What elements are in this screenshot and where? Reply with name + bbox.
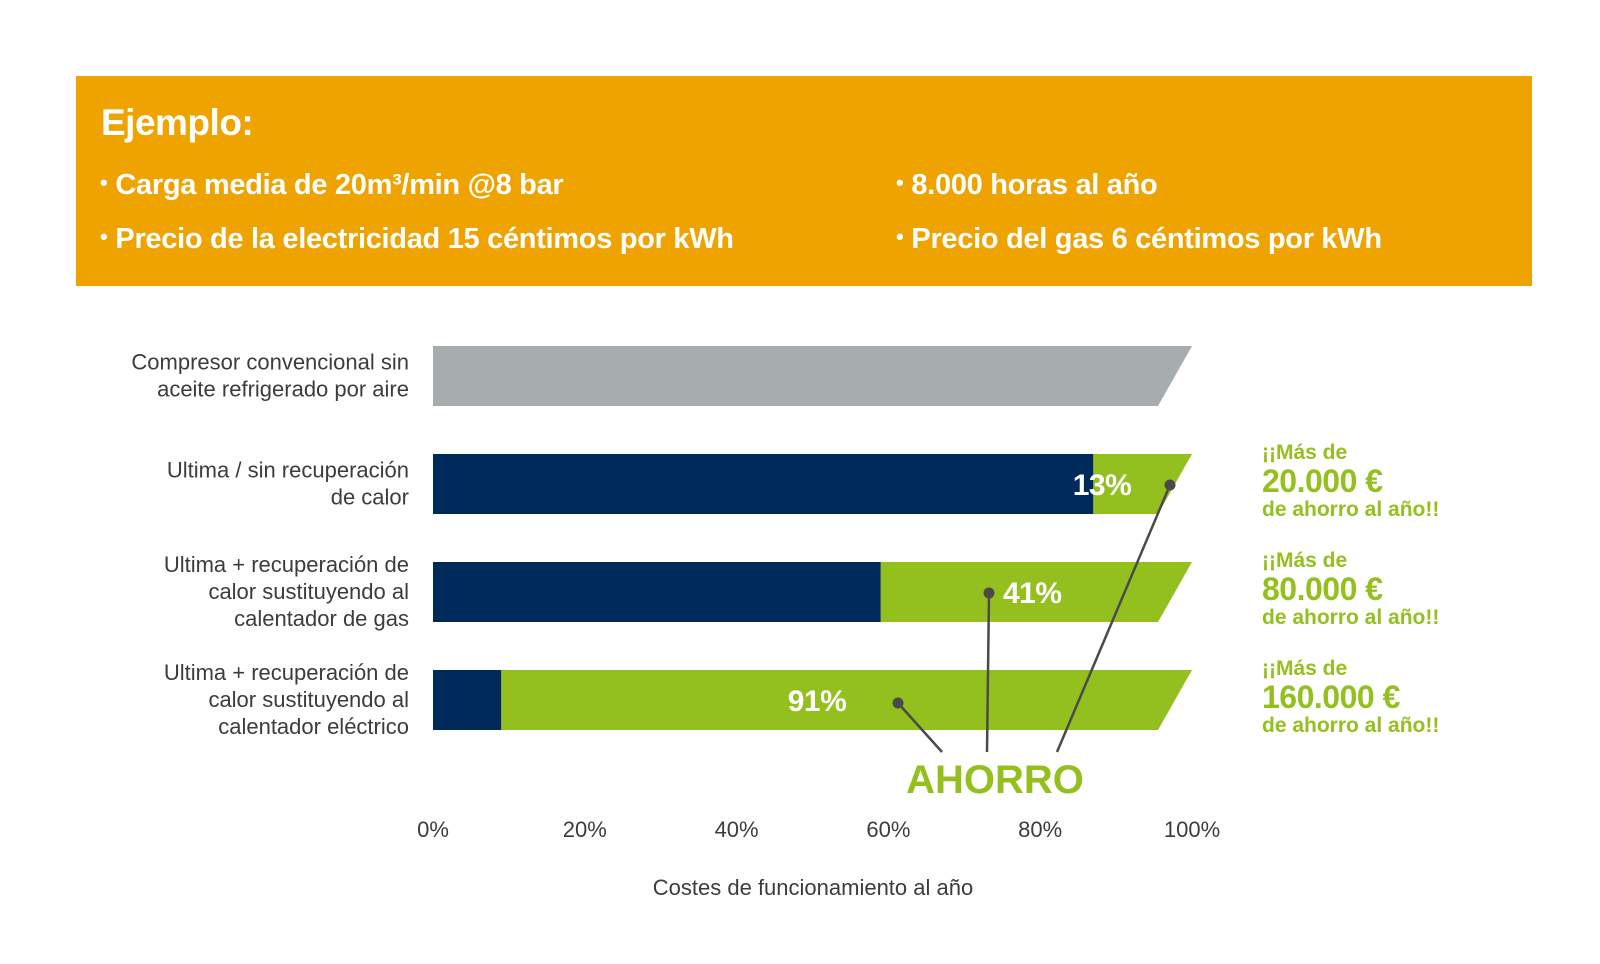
savings-note-outro: de ahorro al año!! (1262, 498, 1439, 521)
bar-value-label: 13% (1073, 469, 1132, 502)
savings-note-amount: 20.000 € (1262, 463, 1383, 499)
savings-note-amount: 160.000 € (1262, 679, 1401, 715)
category-label: Ultima + recuperación de (164, 552, 409, 577)
savings-note-intro: ¡¡Más de (1262, 549, 1347, 572)
example-banner: Ejemplo: • Carga media de 20m³/min @8 bar… (76, 76, 1532, 286)
bar-value-label: 91% (788, 685, 847, 718)
bullet-electricity-price: • Precio de la electricidad 15 céntimos p… (100, 223, 734, 256)
bullet-load-text: Carga media de 20m³/min @8 bar (115, 169, 564, 201)
bar-saving-3 (501, 670, 1192, 730)
category-label: aceite refrigerado por aire (157, 377, 409, 402)
savings-note-amount: 80.000 € (1262, 571, 1383, 607)
x-tick-label: 80% (1018, 817, 1062, 842)
bullet-load: • Carga media de 20m³/min @8 bar (100, 169, 564, 202)
callout-line (897, 702, 943, 753)
bullet-dot: • (896, 170, 904, 195)
savings-note-outro: de ahorro al año!! (1262, 606, 1439, 629)
category-label: calentador de gas (234, 606, 409, 631)
bullet-gas-price-text: Precio del gas 6 céntimos por kWh (911, 223, 1382, 255)
savings-note-intro: ¡¡Más de (1262, 657, 1347, 680)
bar-conventional-0 (433, 346, 1192, 406)
x-axis-label: Costes de funcionamiento al año (653, 875, 973, 900)
category-label: Compresor convencional sin (131, 350, 409, 375)
category-label: Ultima + recuperación de (164, 660, 409, 685)
x-tick-label: 100% (1164, 817, 1220, 842)
savings-note-intro: ¡¡Más de (1262, 441, 1347, 464)
bar-cost-1 (433, 454, 1094, 514)
bar-saving-1 (1093, 454, 1192, 514)
bar-cost-3 (433, 670, 502, 730)
savings-note-outro: de ahorro al año!! (1262, 714, 1439, 737)
callout-dot (1164, 479, 1176, 491)
bar-cost-2 (433, 562, 881, 622)
bullet-hours: • 8.000 horas al año (896, 169, 1158, 202)
category-label: calor sustituyendo al (208, 579, 409, 604)
category-label: calor sustituyendo al (208, 687, 409, 712)
callout-dot (892, 697, 904, 709)
annotation-ahorro: AHORRO (906, 758, 1084, 802)
x-tick-label: 0% (417, 817, 449, 842)
bar-value-label: 41% (1003, 577, 1062, 610)
category-label: calentador eléctrico (218, 714, 409, 739)
bullet-electricity-price-text: Precio de la electricidad 15 céntimos po… (115, 223, 734, 255)
bullet-dot: • (896, 224, 904, 249)
category-label: Ultima / sin recuperación (167, 458, 409, 483)
category-label: de calor (331, 485, 409, 510)
callout-line (1055, 484, 1172, 753)
x-tick-label: 60% (866, 817, 910, 842)
bullet-hours-text: 8.000 horas al año (911, 169, 1158, 201)
bullet-dot: • (100, 170, 108, 195)
callout-dot (983, 587, 995, 599)
callout-line (985, 592, 991, 753)
x-tick-label: 40% (715, 817, 759, 842)
x-tick-label: 20% (563, 817, 607, 842)
bar-saving-2 (880, 562, 1192, 622)
bullet-dot: • (100, 224, 108, 249)
bullet-gas-price: • Precio del gas 6 céntimos por kWh (896, 223, 1382, 256)
banner-title: Ejemplo: (101, 102, 254, 143)
